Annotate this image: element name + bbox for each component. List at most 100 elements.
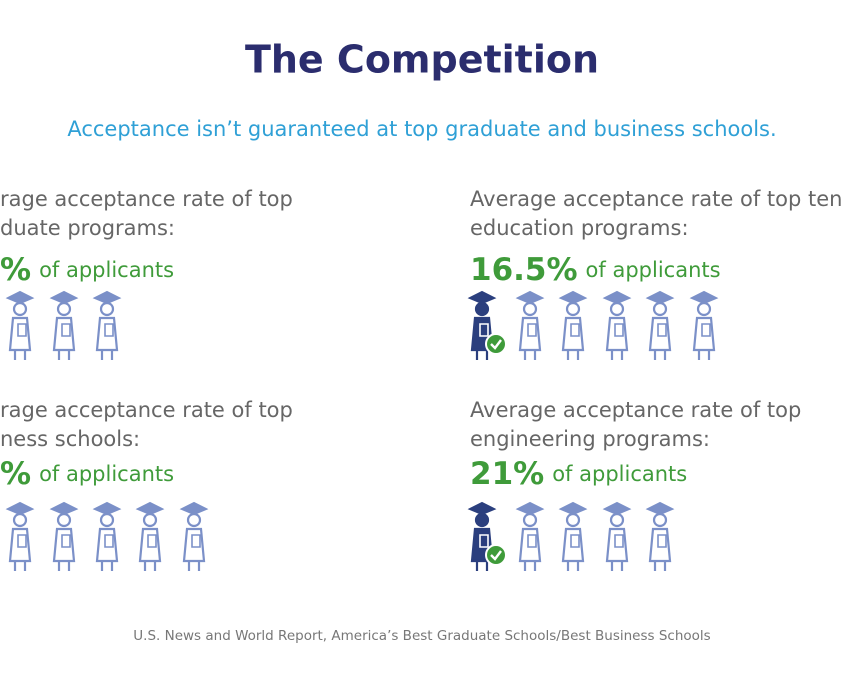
head bbox=[652, 512, 668, 528]
head bbox=[99, 301, 115, 317]
cap bbox=[5, 290, 35, 305]
panel-heading: rage acceptance rate of top bbox=[0, 398, 293, 422]
gown bbox=[561, 316, 585, 352]
gown bbox=[692, 316, 716, 352]
panel-heading: Average acceptance rate of top bbox=[470, 398, 801, 422]
head bbox=[56, 512, 72, 528]
panel-heading: Average acceptance rate of top ten bbox=[470, 187, 842, 211]
icon bbox=[558, 290, 588, 360]
head bbox=[565, 512, 581, 528]
cap bbox=[558, 501, 588, 516]
legs bbox=[523, 561, 537, 571]
title: The Competition bbox=[245, 38, 599, 82]
icon-accepted bbox=[467, 501, 507, 571]
cap bbox=[92, 290, 122, 305]
head bbox=[696, 301, 712, 317]
gown bbox=[648, 527, 672, 563]
cap bbox=[5, 501, 35, 516]
cap bbox=[602, 501, 632, 516]
cap bbox=[135, 501, 165, 516]
legs bbox=[475, 561, 489, 571]
gown bbox=[182, 527, 206, 563]
icon bbox=[179, 501, 209, 571]
head bbox=[99, 512, 115, 528]
diploma bbox=[104, 534, 114, 548]
diploma bbox=[61, 534, 71, 548]
check-badge bbox=[485, 333, 507, 355]
cap bbox=[689, 290, 719, 305]
diploma bbox=[570, 534, 580, 548]
icon bbox=[92, 501, 122, 571]
cap bbox=[515, 290, 545, 305]
icon bbox=[5, 501, 35, 571]
head bbox=[12, 301, 28, 317]
stat-suffix: of applicants bbox=[39, 258, 174, 282]
cap bbox=[179, 501, 209, 516]
icon bbox=[135, 501, 165, 571]
gown bbox=[8, 316, 32, 352]
diploma bbox=[614, 534, 624, 548]
legs bbox=[100, 561, 114, 571]
gown bbox=[605, 527, 629, 563]
cap bbox=[49, 501, 79, 516]
icon bbox=[515, 501, 545, 571]
gown bbox=[605, 316, 629, 352]
diploma bbox=[17, 323, 27, 337]
gown bbox=[95, 527, 119, 563]
cap bbox=[49, 290, 79, 305]
cap bbox=[515, 501, 545, 516]
icon bbox=[49, 501, 79, 571]
legs bbox=[610, 350, 624, 360]
cap bbox=[602, 290, 632, 305]
diploma bbox=[479, 323, 489, 337]
stat-suffix: of applicants bbox=[39, 462, 174, 486]
stat: 16.5% bbox=[470, 252, 578, 288]
icon bbox=[645, 290, 675, 360]
cap bbox=[467, 501, 497, 516]
panel-stat-line: % of applicants bbox=[0, 252, 174, 288]
diploma bbox=[17, 534, 27, 548]
legs bbox=[566, 350, 580, 360]
diploma bbox=[147, 534, 157, 548]
legs bbox=[697, 350, 711, 360]
cap bbox=[645, 290, 675, 305]
check bbox=[490, 339, 502, 350]
head bbox=[474, 301, 490, 317]
gown bbox=[138, 527, 162, 563]
diploma bbox=[657, 323, 667, 337]
stat-suffix: of applicants bbox=[552, 462, 687, 486]
stat: % bbox=[0, 456, 31, 492]
head bbox=[609, 512, 625, 528]
gown bbox=[648, 316, 672, 352]
gown bbox=[518, 316, 542, 352]
panel-heading: ness schools: bbox=[0, 427, 140, 451]
icon bbox=[49, 290, 79, 360]
head bbox=[12, 512, 28, 528]
head bbox=[652, 301, 668, 317]
legs bbox=[653, 350, 667, 360]
icon bbox=[602, 290, 632, 360]
icon bbox=[645, 501, 675, 571]
gown bbox=[95, 316, 119, 352]
icon bbox=[5, 290, 35, 360]
check bbox=[490, 550, 502, 561]
diploma bbox=[614, 323, 624, 337]
diploma bbox=[527, 534, 537, 548]
legs bbox=[13, 561, 27, 571]
legs bbox=[187, 561, 201, 571]
icon bbox=[515, 290, 545, 360]
legs bbox=[653, 561, 667, 571]
cap bbox=[558, 290, 588, 305]
head bbox=[142, 512, 158, 528]
legs bbox=[57, 561, 71, 571]
panel-heading: duate programs: bbox=[0, 216, 175, 240]
panel-heading: rage acceptance rate of top bbox=[0, 187, 293, 211]
cap bbox=[92, 501, 122, 516]
diploma bbox=[479, 534, 489, 548]
legs bbox=[475, 350, 489, 360]
check-badge bbox=[485, 544, 507, 566]
cap bbox=[645, 501, 675, 516]
head bbox=[609, 301, 625, 317]
legs bbox=[610, 561, 624, 571]
diploma bbox=[191, 534, 201, 548]
